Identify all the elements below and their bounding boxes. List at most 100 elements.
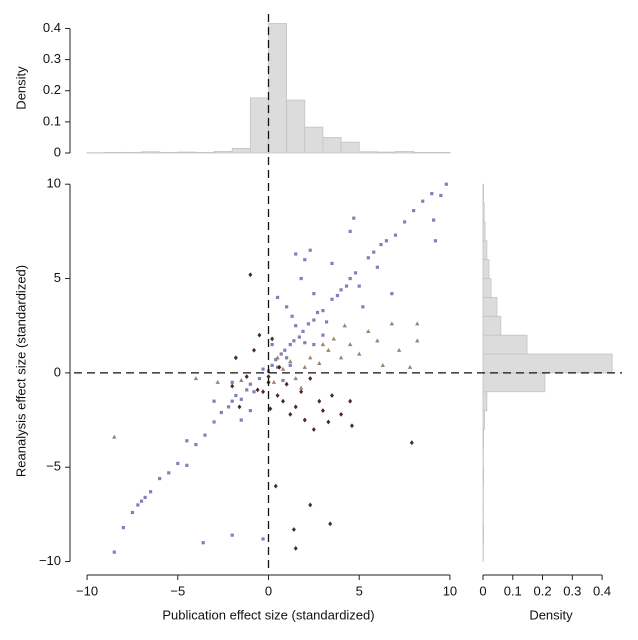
point	[136, 503, 140, 507]
hist-bar	[482, 353, 613, 374]
point	[212, 420, 216, 424]
point	[379, 242, 383, 247]
point	[288, 359, 293, 364]
point	[158, 476, 162, 481]
hist-bar	[482, 278, 492, 298]
hist-bar	[122, 151, 142, 154]
point	[402, 220, 407, 224]
point	[349, 423, 354, 429]
point	[335, 293, 340, 298]
y-tick-label: 0.3	[43, 51, 61, 66]
point	[261, 389, 266, 395]
point	[348, 398, 353, 404]
point	[320, 408, 325, 414]
point	[302, 364, 307, 369]
point	[308, 248, 312, 252]
point	[348, 276, 352, 281]
point	[330, 393, 334, 398]
x-axis-label: Publication effect size (standardized)	[162, 607, 374, 622]
point	[299, 389, 304, 395]
point	[279, 352, 283, 356]
point	[130, 510, 135, 515]
point	[366, 256, 370, 260]
point	[248, 409, 252, 413]
x-axis-label: Density	[529, 607, 573, 622]
y-tick-label: 0.4	[43, 20, 61, 35]
hist-bar	[231, 147, 251, 154]
point	[285, 356, 289, 360]
point	[121, 526, 125, 530]
hist-bar	[141, 151, 161, 154]
y-tick-label: −5	[46, 459, 61, 474]
hist-bar	[482, 334, 528, 355]
x-tick-label: −5	[170, 583, 185, 598]
point	[293, 545, 298, 551]
x-tick-label: 0.1	[504, 583, 522, 598]
hist-bar	[482, 523, 484, 544]
point	[277, 364, 282, 370]
point	[239, 378, 244, 383]
point	[201, 541, 205, 545]
point	[326, 419, 331, 425]
point	[290, 314, 294, 318]
point	[275, 295, 280, 300]
point	[112, 550, 116, 554]
point	[308, 376, 313, 381]
point	[330, 297, 334, 301]
point	[244, 374, 249, 380]
point	[433, 239, 438, 243]
point	[308, 355, 313, 360]
point	[291, 527, 296, 532]
point	[421, 199, 425, 203]
point	[415, 321, 420, 326]
point	[248, 382, 252, 386]
point	[311, 427, 316, 432]
hist-bar	[213, 151, 233, 154]
point	[315, 310, 320, 315]
point	[257, 376, 262, 381]
x-tick-label: 10	[443, 583, 457, 598]
hist-bar	[482, 183, 484, 204]
point	[285, 305, 289, 309]
point	[312, 292, 316, 296]
point	[266, 374, 271, 380]
point	[301, 329, 305, 333]
point	[230, 380, 234, 384]
point	[331, 336, 337, 341]
point	[281, 398, 286, 404]
point	[347, 342, 353, 347]
point	[176, 461, 180, 466]
point	[409, 440, 414, 446]
point	[298, 385, 304, 390]
point	[237, 404, 242, 410]
point	[303, 341, 307, 345]
point	[407, 364, 413, 369]
point	[193, 376, 199, 381]
point	[396, 347, 402, 352]
point	[375, 338, 380, 343]
y-tick-label: 0	[54, 144, 61, 159]
point	[148, 490, 153, 494]
point	[344, 284, 349, 288]
point	[330, 261, 334, 266]
y-tick-label: 5	[54, 270, 61, 285]
point	[230, 399, 234, 403]
point	[274, 358, 278, 362]
point	[257, 332, 262, 338]
point	[112, 434, 117, 439]
point	[245, 388, 249, 392]
point	[252, 390, 256, 394]
point	[393, 233, 398, 237]
point	[273, 483, 278, 489]
point	[293, 404, 298, 410]
point	[412, 209, 416, 213]
hist-bar	[268, 23, 288, 154]
y-tick-label: 0	[54, 364, 61, 379]
point	[353, 271, 358, 275]
point	[275, 355, 280, 360]
point	[281, 378, 285, 383]
hist-bar	[249, 97, 269, 154]
point	[432, 218, 436, 222]
point	[366, 328, 371, 333]
point	[361, 305, 365, 309]
